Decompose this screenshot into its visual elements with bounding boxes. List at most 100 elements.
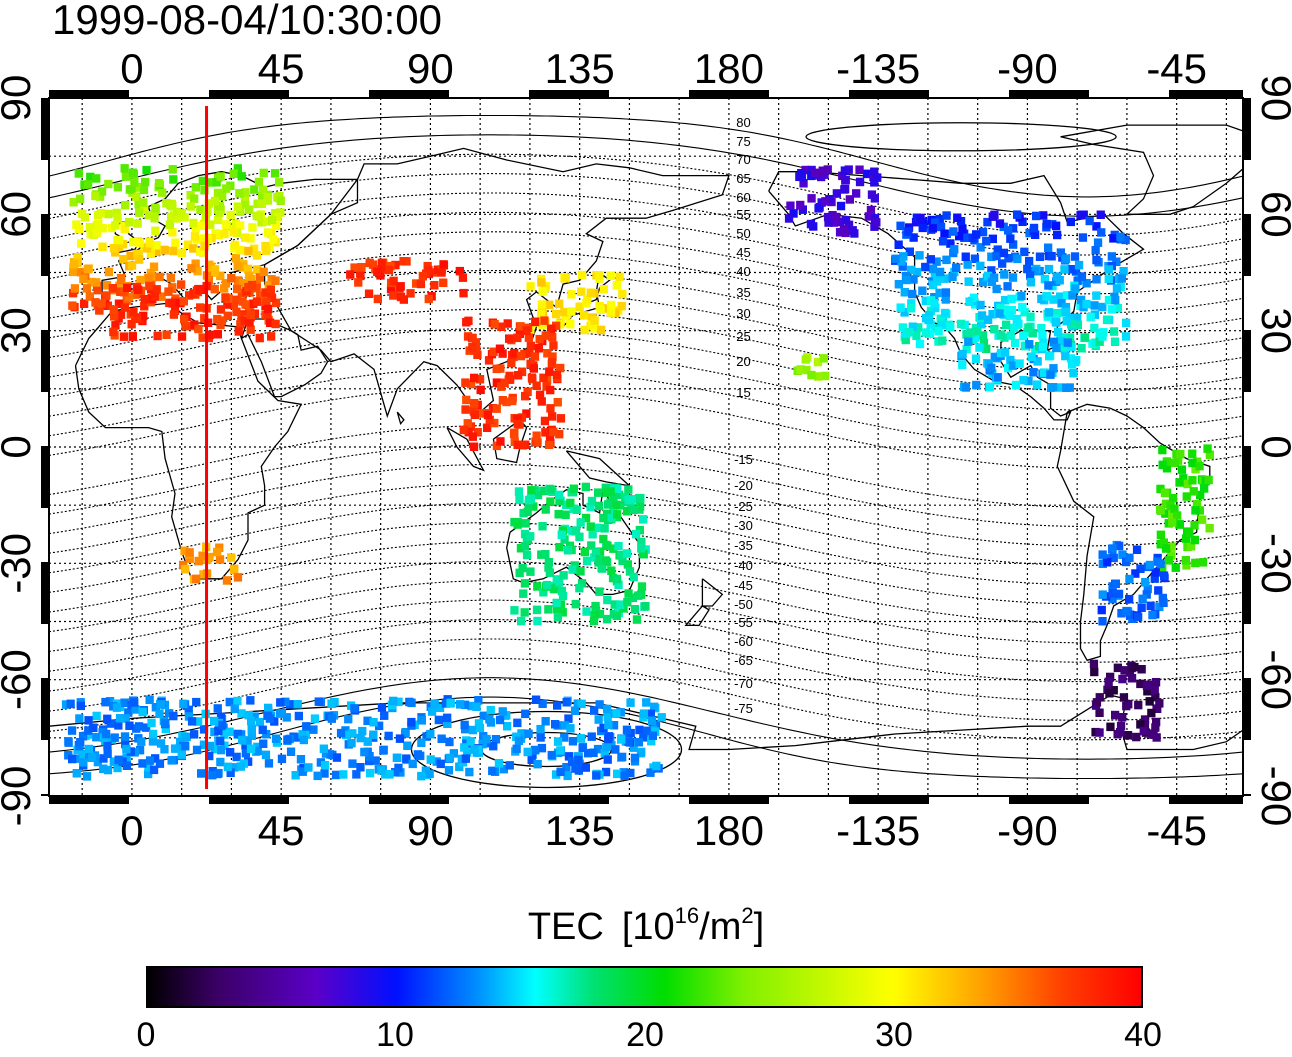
tec-cell <box>536 724 545 734</box>
tec-cell <box>1042 219 1051 229</box>
tec-cell <box>1188 458 1197 468</box>
tec-cell <box>83 264 92 274</box>
tec-cell <box>1168 518 1177 527</box>
tec-cell <box>213 704 222 713</box>
tec-cell <box>466 737 475 746</box>
tec-cell <box>1061 351 1070 361</box>
tec-cell <box>523 387 532 396</box>
tec-cell <box>1205 524 1214 533</box>
tec-cell <box>92 278 101 287</box>
tec-cell <box>104 209 113 219</box>
tec-cell <box>253 746 262 756</box>
y-tick-label-left: -90 <box>0 766 39 827</box>
tec-cell <box>226 210 235 220</box>
tec-cell <box>1020 307 1029 317</box>
tec-cell <box>1156 484 1165 494</box>
tec-cell <box>181 742 190 751</box>
contour-label: 80 <box>736 115 750 130</box>
tec-cell <box>1204 475 1213 485</box>
tec-cell <box>157 292 166 301</box>
tec-cell <box>634 738 643 747</box>
tec-cell <box>540 486 549 496</box>
tec-cell <box>845 195 854 204</box>
tec-cell <box>918 223 927 233</box>
tec-cell <box>568 565 577 574</box>
tec-cell <box>123 283 132 292</box>
tec-cell <box>595 501 604 511</box>
tec-cell <box>931 303 940 313</box>
tec-cell <box>1060 265 1069 274</box>
x-tick-label-bottom: 0 <box>120 807 143 854</box>
tec-cell <box>319 744 328 753</box>
tec-cell <box>1108 544 1117 553</box>
tec-cell <box>556 767 565 777</box>
tec-cell <box>85 292 94 301</box>
tec-cell <box>146 249 156 258</box>
tec-cell <box>187 717 197 726</box>
tec-cell <box>535 390 545 400</box>
tec-cell <box>134 199 143 209</box>
tec-cell <box>444 766 454 775</box>
tec-cell <box>907 299 916 308</box>
tec-cell <box>1125 574 1134 584</box>
tec-cell <box>1090 301 1099 310</box>
contour-label: -65 <box>734 653 753 668</box>
tec-cell <box>556 600 565 609</box>
y-tick-label-right: -90 <box>1253 766 1292 827</box>
tec-cell <box>836 201 846 211</box>
tec-cell <box>216 320 225 330</box>
tec-cell <box>1030 267 1039 276</box>
tec-cell <box>121 200 130 210</box>
tec-cell <box>461 405 470 414</box>
tec-cell <box>74 169 83 178</box>
tec-cell <box>158 188 167 197</box>
tec-cell <box>946 322 955 332</box>
coastline-greenland <box>1060 124 1243 215</box>
tec-cell <box>495 344 505 353</box>
tec-cell <box>1134 700 1143 710</box>
tec-cell <box>198 176 207 186</box>
tec-cell <box>316 758 325 767</box>
tec-cell <box>328 750 337 760</box>
tec-cell <box>161 718 170 728</box>
tec-cell <box>380 711 389 720</box>
tec-cell <box>990 324 999 334</box>
tec-cell <box>900 288 909 297</box>
tec-cell <box>244 757 253 766</box>
tec-cell <box>821 371 830 381</box>
tec-cell <box>134 285 143 294</box>
tec-cell <box>600 524 609 533</box>
tec-cell <box>602 614 612 624</box>
tec-cell <box>138 707 147 717</box>
tec-cell <box>371 756 380 765</box>
tec-cell <box>912 267 922 277</box>
tec-cell <box>103 301 112 310</box>
tec-cell <box>230 763 239 772</box>
tec-cell <box>1136 564 1145 573</box>
tec-cell <box>533 490 543 500</box>
tec-cell <box>1108 594 1117 604</box>
tec-cell <box>965 297 974 306</box>
tec-cell <box>612 500 621 510</box>
tec-cell <box>997 330 1006 339</box>
tec-cell <box>127 319 136 329</box>
tec-cell <box>239 279 248 288</box>
tec-cell <box>270 169 280 178</box>
x-tick-label-bottom: 135 <box>545 807 615 854</box>
tec-cell <box>492 404 501 413</box>
tec-cell <box>294 711 303 721</box>
tec-cell <box>611 745 620 754</box>
tec-cell <box>190 730 199 739</box>
tec-cell <box>588 530 597 539</box>
tec-cell <box>136 275 145 285</box>
tec-cell <box>469 442 479 451</box>
tec-cell <box>607 513 616 523</box>
tec-cell <box>458 273 468 282</box>
tec-cell <box>844 220 854 230</box>
tec-cell <box>1151 692 1160 702</box>
tec-cell <box>363 716 372 726</box>
tec-cell <box>133 249 142 259</box>
tec-cell <box>590 553 599 562</box>
tec-cell <box>1122 606 1131 616</box>
tec-cell <box>192 697 201 707</box>
